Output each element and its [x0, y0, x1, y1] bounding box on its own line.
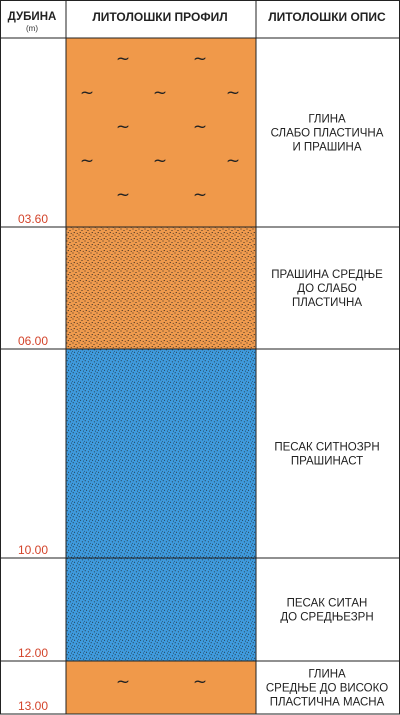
depth-column-title: ДУБИНА: [8, 11, 57, 23]
clay-symbol: ~: [153, 83, 167, 103]
clay-symbol: ~: [80, 151, 94, 171]
layer-description-line: ПРАШИНА СРЕДЊЕ: [271, 269, 383, 281]
clay-symbol: ~: [193, 117, 207, 137]
clay-symbol: ~: [226, 151, 240, 171]
depth-label: 06.00: [18, 334, 48, 348]
dot-pattern: [66, 227, 256, 349]
clay-symbol: ~: [116, 185, 130, 205]
layer-fill-clay: [66, 661, 256, 714]
layer-description-line: СЛАБО ПЛАСТИЧНА: [271, 128, 384, 140]
layers-group: ~ ~ ~ ~ ~ ~ ~ ~ ~ ~ ~ ~03.60 ГЛИНА СЛАБО ПЛАСТИЧНА И П…: [18, 38, 388, 714]
clay-symbol: ~: [193, 672, 207, 692]
profile-column-title: ЛИТОЛОШКИ ПРОФИЛ: [92, 10, 227, 24]
layer-description-line: ДО СРЕДЊЕЗРН: [280, 612, 373, 624]
layer-2: 06.00 ПРАШИНА СРЕДЊЕ ДО СЛАБО ПЛАСТИЧНА: [18, 227, 383, 349]
depth-label: 03.60: [18, 212, 48, 226]
layer-3: 10.00 ПЕСАК СИТНОЗРН ПРАШИНАСТ: [18, 349, 380, 558]
layer-description-line: ПЕСАК СИТАН: [287, 598, 368, 610]
clay-symbol: ~: [116, 672, 130, 692]
layer-fill-clay: [66, 38, 256, 227]
layer-description-line: СРЕДЊЕ ДО ВИСОКО: [266, 683, 388, 695]
layer-description-line: ГЛИНА: [308, 669, 346, 681]
description-column-title: ЛИТОЛОШКИ ОПИС: [268, 10, 386, 24]
clay-symbol: ~: [80, 83, 94, 103]
clay-symbol: ~: [116, 49, 130, 69]
table-header: ДУБИНА (m) ЛИТОЛОШКИ ПРОФИЛ ЛИТОЛОШКИ ОП…: [8, 10, 386, 33]
depth-label: 12.00: [18, 646, 48, 660]
layer-description-line: ДО СЛАБО: [297, 283, 356, 295]
layer-description-line: ПЕСАК СИТНОЗРН: [274, 442, 379, 454]
layer-description-line: И ПРАШИНА: [292, 142, 361, 154]
depth-label: 13.00: [18, 699, 48, 713]
layer-description-line: ПРАШИНАСТ: [291, 456, 363, 468]
depth-label: 10.00: [18, 543, 48, 557]
layer-1: ~ ~ ~ ~ ~ ~ ~ ~ ~ ~ ~ ~03.60 ГЛИНА СЛАБО ПЛАСТИЧНА И П…: [18, 38, 384, 227]
clay-symbol: ~: [226, 83, 240, 103]
layer-description-line: ПЛАСТИЧНА: [292, 297, 362, 309]
layer-description-line: ГЛИНА: [308, 114, 346, 126]
dot-pattern: [66, 349, 256, 558]
layer-5: ~ ~13.00 ГЛИНА СРЕДЊЕ ДО ВИСОКО ПЛАСТИЧНА МА…: [18, 661, 388, 714]
clay-symbol: ~: [193, 185, 207, 205]
clay-symbol: ~: [193, 49, 207, 69]
dot-pattern: [66, 558, 256, 661]
clay-symbol: ~: [116, 117, 130, 137]
depth-unit: (m): [26, 24, 38, 33]
layer-description-line: ПЛАСТИЧНА МАСНА: [270, 697, 385, 709]
layer-4: 12.00 ПЕСАК СИТАН ДО СРЕДЊЕЗРН: [18, 558, 374, 661]
clay-symbol: ~: [153, 151, 167, 171]
